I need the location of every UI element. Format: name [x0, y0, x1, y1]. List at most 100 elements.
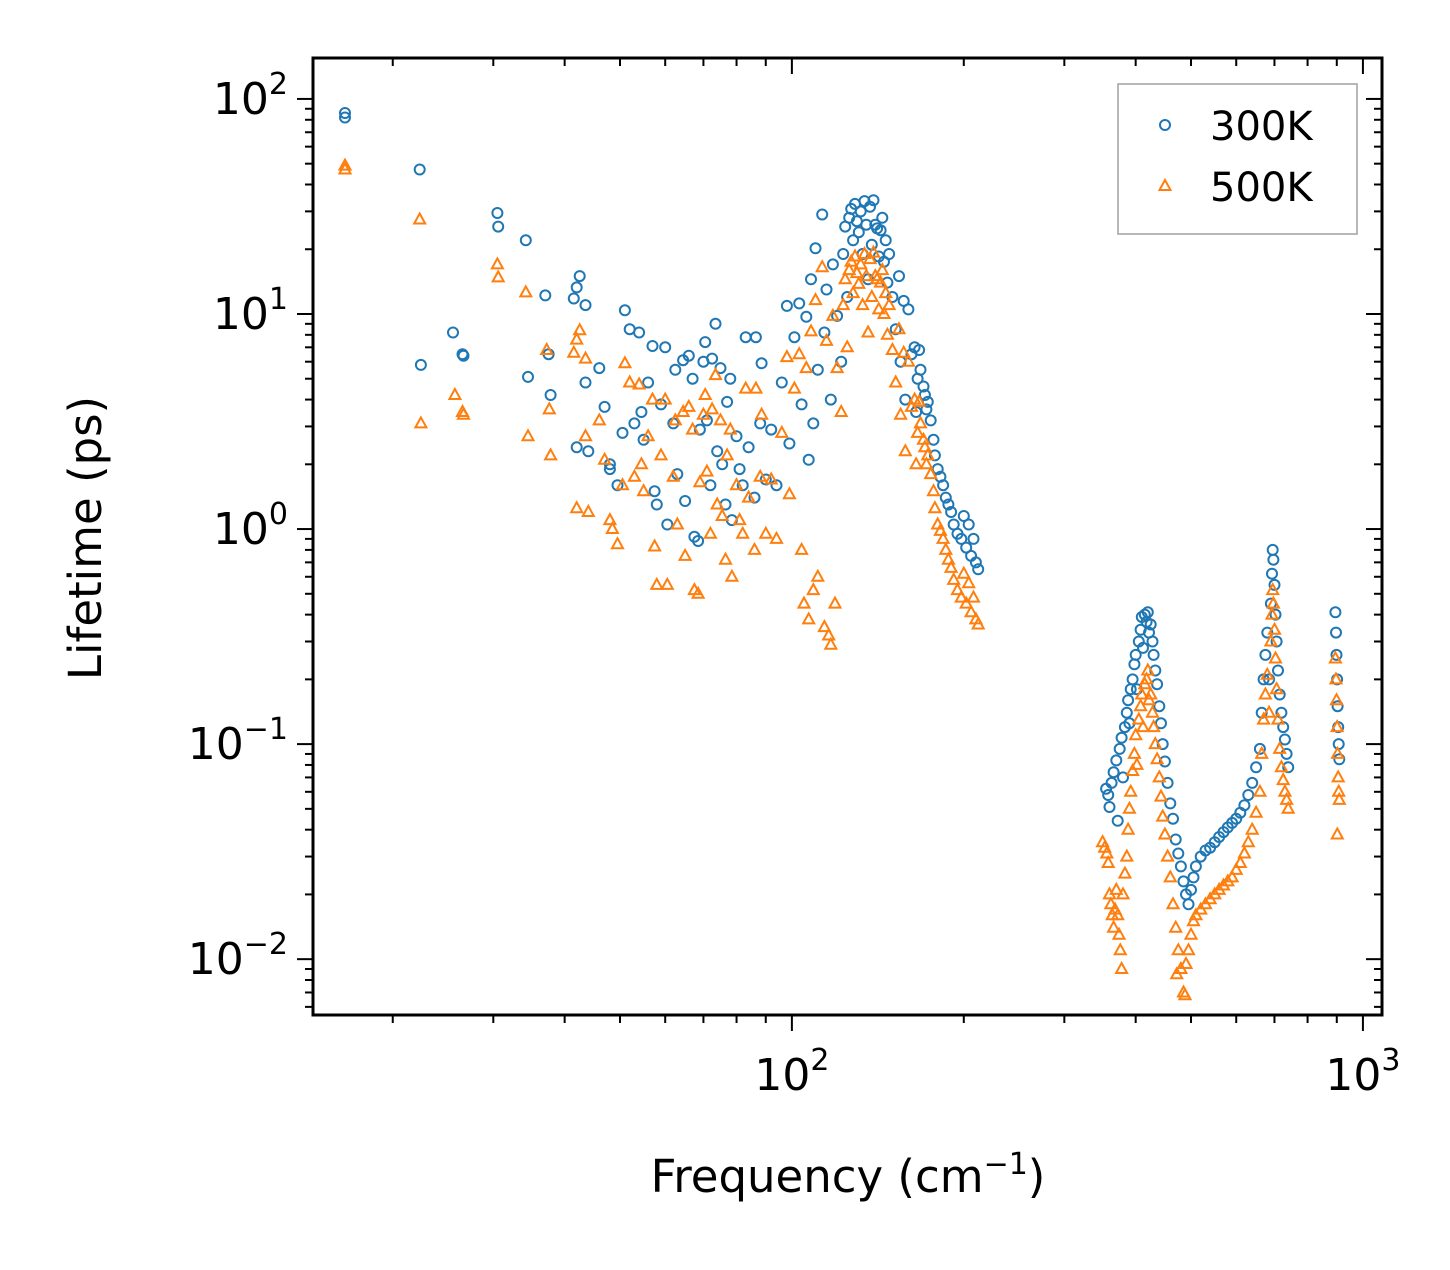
- point-500K: [836, 297, 851, 311]
- point-500K: [971, 616, 986, 630]
- point-500K: [927, 500, 943, 514]
- point-300K: [854, 205, 867, 218]
- point-500K: [901, 353, 916, 367]
- point-500K: [885, 341, 900, 355]
- point-300K: [1332, 738, 1345, 751]
- point-500K: [1330, 745, 1345, 759]
- point-500K: [961, 575, 976, 589]
- point-500K: [615, 477, 630, 491]
- point-500K: [864, 288, 879, 302]
- point-300K: [573, 270, 586, 283]
- point-500K: [1113, 942, 1128, 956]
- point-500K: [592, 412, 607, 426]
- point-500K: [1155, 808, 1170, 822]
- point-300K: [937, 479, 950, 492]
- point-500K: [542, 401, 557, 415]
- point-500K: [1178, 955, 1194, 969]
- point-300K: [1126, 673, 1139, 686]
- point-500K: [447, 386, 463, 400]
- point-500K: [1153, 788, 1169, 802]
- point-500K: [919, 456, 934, 470]
- point-500K: [1168, 919, 1183, 933]
- point-500K: [896, 344, 911, 358]
- point-300K: [809, 242, 822, 255]
- point-500K: [779, 349, 795, 363]
- point-300K: [635, 406, 648, 418]
- point-500K: [1263, 633, 1279, 647]
- point-300K: [754, 417, 767, 430]
- point-500K: [660, 576, 675, 590]
- point-500K: [1101, 854, 1116, 868]
- point-300K: [1174, 860, 1187, 873]
- point-500K: [1152, 769, 1167, 783]
- point-300K: [1267, 553, 1280, 566]
- point-500K: [647, 538, 662, 552]
- point-500K: [845, 285, 861, 299]
- point-500K: [764, 471, 779, 485]
- point-500K: [708, 367, 723, 381]
- point-300K: [788, 331, 801, 344]
- point-500K: [911, 393, 927, 407]
- point-300K: [567, 292, 580, 305]
- point-500K: [808, 292, 823, 306]
- point-500K: [851, 275, 866, 289]
- point-300K: [648, 485, 661, 498]
- point-500K: [605, 520, 620, 534]
- point-300K: [579, 376, 592, 389]
- point-500K: [456, 406, 471, 420]
- point-500K: [881, 297, 897, 311]
- point-500K: [1143, 686, 1158, 700]
- point-500K: [1281, 800, 1296, 814]
- point-500K: [636, 483, 651, 497]
- point-300K: [847, 234, 860, 247]
- point-300K: [1278, 733, 1291, 746]
- point-300K: [783, 437, 796, 450]
- point-300K: [1113, 742, 1126, 755]
- tick-labels: 102 103 10−2 10−1 100 101 102: [188, 67, 1401, 1101]
- point-500K: [1265, 582, 1280, 596]
- point-300K: [1110, 754, 1123, 767]
- point-500K: [1140, 662, 1155, 676]
- point-300K: [811, 363, 824, 376]
- point-500K: [699, 463, 715, 477]
- x-tick-label: 103: [1325, 1043, 1400, 1101]
- point-300K: [1122, 694, 1135, 707]
- point-500K: [1328, 650, 1343, 664]
- y-tick-label: 102: [213, 67, 288, 125]
- point-500K: [747, 541, 762, 555]
- point-300K: [544, 389, 557, 401]
- point-500K: [1127, 745, 1142, 759]
- point-500K: [754, 406, 769, 420]
- point-500K: [569, 500, 584, 514]
- point-300K: [570, 281, 583, 294]
- point-500K: [1123, 783, 1138, 797]
- point-500K: [1139, 671, 1154, 685]
- point-300K: [1238, 799, 1251, 812]
- point-300K: [780, 299, 793, 312]
- point-500K: [875, 262, 890, 276]
- point-500K: [658, 391, 673, 405]
- point-500K: [1128, 727, 1143, 741]
- point-500K: [1224, 869, 1240, 883]
- point-300K: [1137, 641, 1149, 654]
- point-500K: [871, 301, 886, 315]
- point-500K: [1181, 942, 1196, 956]
- point-300K: [1138, 608, 1151, 621]
- point-500K: [956, 565, 971, 579]
- point-300K: [1169, 833, 1182, 846]
- point-300K: [945, 506, 958, 518]
- point-300K: [1129, 648, 1142, 661]
- point-300K: [837, 248, 850, 260]
- legend: 300K 500K: [1117, 83, 1358, 235]
- point-500K: [668, 412, 683, 426]
- legend-label-500k: 500K: [1210, 165, 1314, 211]
- point-300K: [1182, 898, 1195, 911]
- point-500K: [634, 456, 649, 470]
- point-500K: [941, 551, 956, 565]
- point-500K: [849, 265, 865, 279]
- point-500K: [681, 398, 696, 412]
- point-300K: [793, 297, 806, 310]
- point-500K: [713, 412, 728, 426]
- point-500K: [847, 248, 863, 262]
- point-500K: [1272, 740, 1287, 754]
